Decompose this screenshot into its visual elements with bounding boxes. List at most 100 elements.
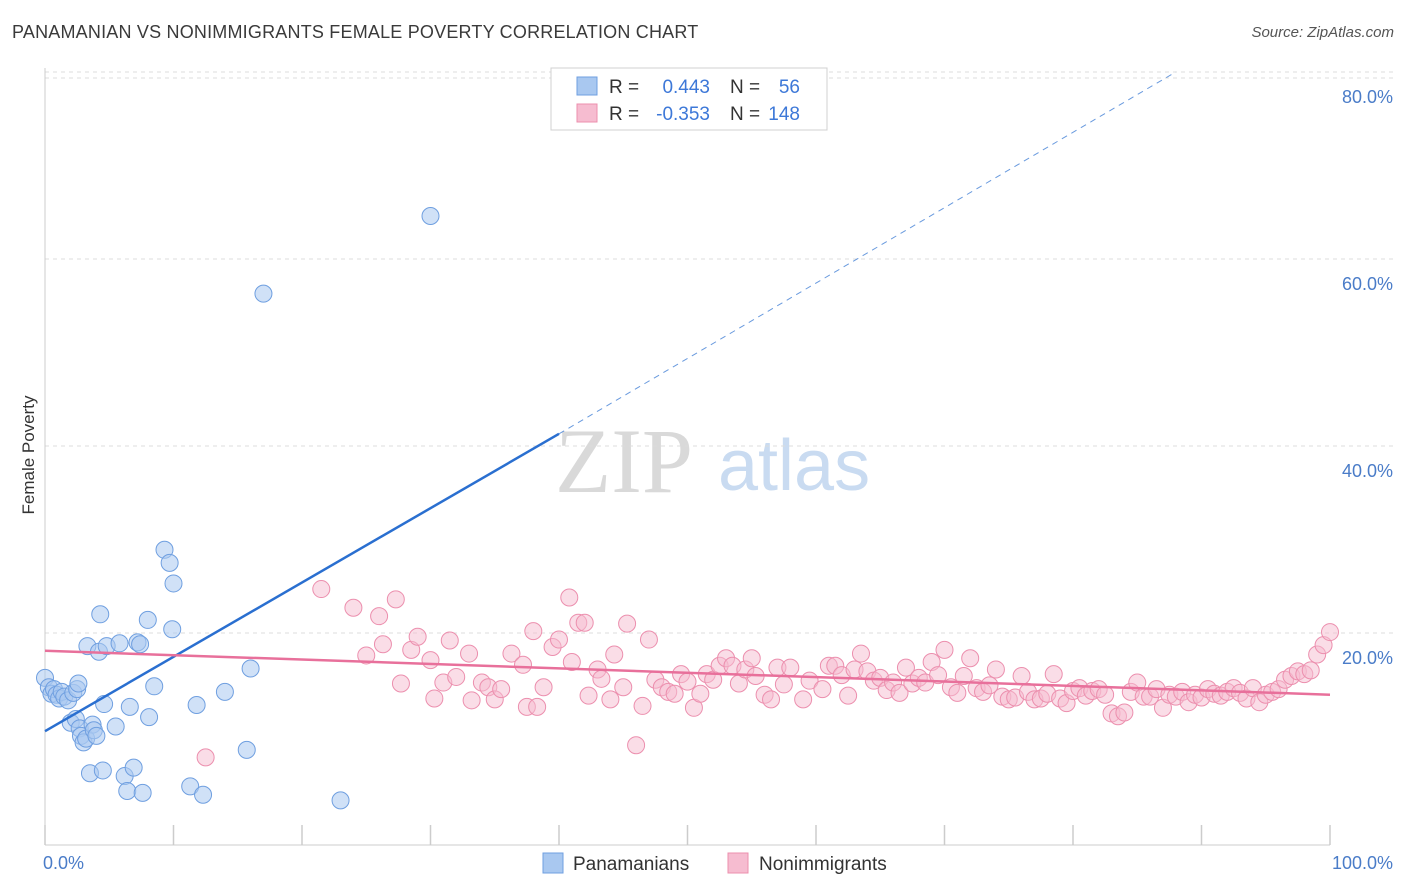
- nonimmigrants-point: [460, 644, 479, 663]
- nonimmigrants-point: [1115, 703, 1134, 722]
- nonimmigrants-point: [691, 684, 710, 703]
- nonimmigrants-point: [514, 655, 533, 674]
- panamanians-point: [331, 791, 350, 810]
- nonimmigrants-point: [948, 683, 967, 702]
- nonimmigrants-point: [929, 666, 948, 685]
- panamanians-trend-extension: [558, 71, 1177, 435]
- nonimmigrants-point: [605, 645, 624, 664]
- panamanians-point: [140, 708, 159, 727]
- panamanians-point: [163, 620, 182, 639]
- nonimmigrants-point: [896, 658, 915, 677]
- panamanians-point: [131, 635, 150, 654]
- panamanians-point: [164, 574, 183, 593]
- legend-n-label-2: N =: [730, 104, 760, 125]
- panamanians-point: [87, 726, 106, 745]
- nonimmigrants-point: [665, 684, 684, 703]
- stats-legend: R = 0.443 N = 56 R = -0.353 N = 148: [550, 67, 828, 131]
- nonimmigrants-point: [386, 590, 405, 609]
- nonimmigrants-point: [502, 644, 521, 663]
- nonimmigrants-point: [639, 630, 658, 649]
- nonimmigrants-point: [839, 686, 858, 705]
- x-tick-label-start: 0.0%: [43, 853, 84, 873]
- panamanians-point: [91, 605, 110, 624]
- nonimmigrants-points: [196, 580, 1339, 767]
- nonimmigrants-point: [794, 690, 813, 709]
- nonimmigrants-point: [312, 580, 331, 599]
- grid: 20.0% 40.0% 60.0% 80.0%: [45, 71, 1395, 668]
- nonimmigrants-point: [534, 678, 553, 697]
- bottom-legend-panamanians: Panamanians: [573, 854, 689, 875]
- panamanians-point: [110, 634, 129, 653]
- panamanians-point: [145, 677, 164, 696]
- bottom-legend-nonimmigrants: Nonimmigrants: [759, 854, 887, 875]
- panamanians-point: [118, 782, 137, 801]
- nonimmigrants-point: [344, 598, 363, 617]
- nonimmigrants-point: [447, 667, 466, 686]
- nonimmigrants-point: [601, 690, 620, 709]
- watermark-zip: ZIP: [555, 410, 693, 512]
- nonimmigrants-point: [813, 680, 832, 699]
- nonimmigrants-point: [986, 660, 1005, 679]
- nonimmigrants-point: [560, 588, 579, 607]
- nonimmigrants-point: [579, 686, 598, 705]
- nonimmigrants-point: [890, 683, 909, 702]
- panamanians-point: [194, 785, 213, 804]
- nonimmigrants-point: [408, 627, 427, 646]
- source-label: Source: ZipAtlas.com: [1251, 24, 1394, 41]
- legend-r-label-2: R =: [609, 104, 639, 125]
- legend-n-label-1: N =: [730, 77, 760, 98]
- trend-lines: [44, 71, 1331, 733]
- panamanians-point: [421, 206, 440, 225]
- panamanians-point: [237, 740, 256, 759]
- panamanians-point: [187, 695, 206, 714]
- nonimmigrants-point: [935, 640, 954, 659]
- panamanians-point: [241, 659, 260, 678]
- nonimmigrants-point: [524, 622, 543, 641]
- nonimmigrants-point: [562, 652, 581, 671]
- nonimmigrants-point: [550, 630, 568, 649]
- nonimmigrants-point: [592, 669, 611, 688]
- panamanians-point: [133, 783, 152, 802]
- panamanians-point: [181, 777, 200, 796]
- chart-title: PANAMANIAN VS NONIMMIGRANTS FEMALE POVER…: [12, 22, 699, 42]
- legend-n-value-2: 148: [768, 104, 800, 125]
- legend-r-label-1: R =: [609, 77, 639, 98]
- nonimmigrants-point: [440, 631, 459, 650]
- nonimmigrants-point: [1044, 665, 1063, 684]
- nonimmigrants-point: [425, 689, 444, 708]
- legend-r-value-2: -0.353: [656, 104, 710, 125]
- x-tick-label-end: 100.0%: [1332, 853, 1393, 873]
- nonimmigrants-point: [762, 690, 781, 709]
- nonimmigrants-point: [1096, 685, 1115, 704]
- nonimmigrants-point: [851, 644, 870, 663]
- nonimmigrants-point: [980, 676, 999, 695]
- panamanians-point: [69, 674, 88, 693]
- nonimmigrants-point: [357, 646, 376, 665]
- legend-r-value-1: 0.443: [662, 77, 710, 98]
- panamanians-point: [120, 697, 139, 716]
- nonimmigrants-point: [961, 649, 980, 668]
- panamanians-point: [138, 610, 157, 629]
- panamanians-trend-line: [44, 432, 560, 733]
- legend-n-value-1: 56: [779, 77, 800, 98]
- panamanians-point: [106, 717, 125, 736]
- nonimmigrants-point: [627, 736, 646, 755]
- nonimmigrants-point: [462, 691, 481, 710]
- legend-swatch-panamanians: [576, 76, 598, 96]
- bottom-legend-swatch-panamanians: [542, 852, 564, 874]
- nonimmigrants-point: [614, 678, 633, 697]
- nonimmigrants-point: [196, 748, 215, 767]
- panamanians-point: [254, 284, 273, 303]
- nonimmigrants-trend-line: [44, 649, 1331, 696]
- nonimmigrants-point: [781, 658, 800, 677]
- nonimmigrants-point: [373, 635, 392, 654]
- nonimmigrants-point: [1012, 667, 1031, 686]
- panamanians-points: [36, 206, 440, 810]
- watermark-atlas: atlas: [718, 426, 870, 506]
- nonimmigrants-point: [492, 680, 511, 699]
- nonimmigrants-point: [528, 697, 547, 716]
- nonimmigrants-point: [678, 672, 697, 691]
- y-tick-label: 20.0%: [1342, 648, 1393, 668]
- y-tick-label: 40.0%: [1342, 461, 1393, 481]
